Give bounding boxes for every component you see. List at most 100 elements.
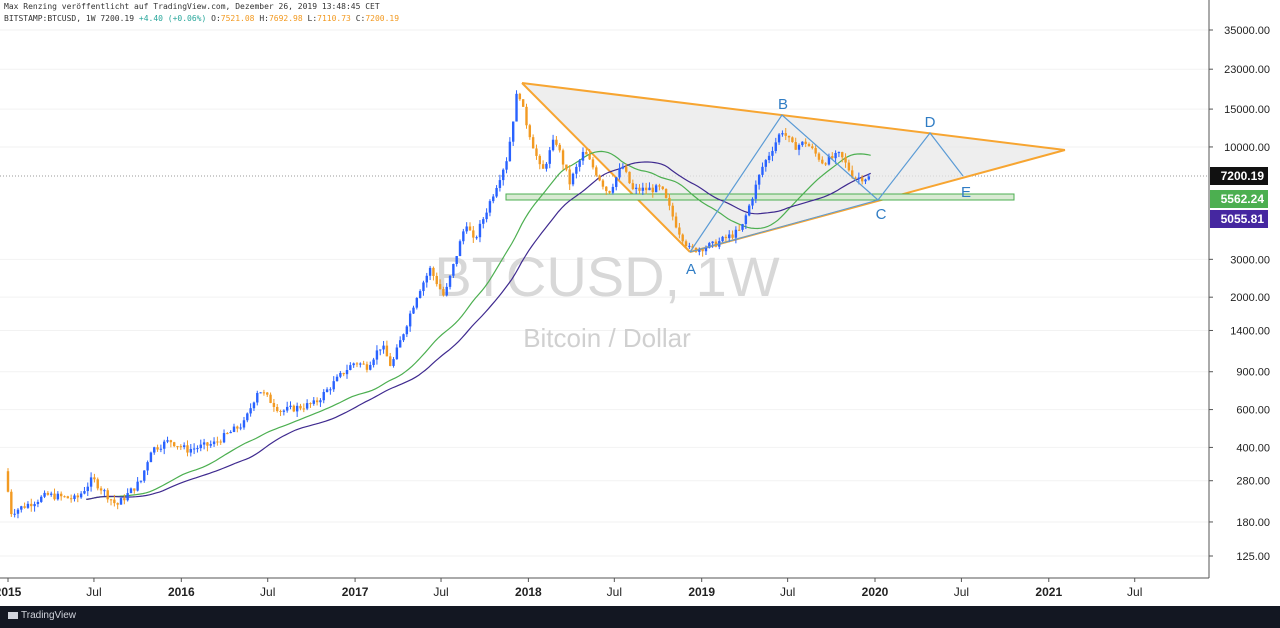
price-tick-label: 3000.00 bbox=[1230, 254, 1270, 266]
candle-body bbox=[804, 141, 807, 144]
candle-body bbox=[831, 156, 834, 159]
price-tag-purple bbox=[1210, 210, 1268, 228]
candle-body bbox=[585, 151, 588, 155]
time-tick-label: 2016 bbox=[168, 585, 195, 599]
candle-body bbox=[525, 106, 528, 126]
candle-body bbox=[398, 340, 402, 348]
triangle-upper-line[interactable] bbox=[521, 82, 1066, 151]
candle-body bbox=[598, 175, 601, 181]
support-zone[interactable] bbox=[505, 193, 1015, 201]
candle-body bbox=[315, 400, 319, 403]
candle-body bbox=[153, 447, 156, 453]
candle-body bbox=[169, 440, 173, 443]
candle-body bbox=[262, 392, 266, 394]
candle-body bbox=[551, 139, 555, 151]
candle-body bbox=[126, 493, 129, 501]
price-chart[interactable]: BTCUSD, 1W Bitcoin / Dollar A B C D E 35000.… bbox=[0, 0, 1280, 606]
candle-body bbox=[362, 363, 365, 365]
candle-body bbox=[571, 173, 575, 185]
pattern-label-c: C bbox=[876, 206, 887, 223]
pattern-label-a: A bbox=[686, 261, 696, 278]
candle-body bbox=[428, 267, 432, 276]
candle-body bbox=[502, 169, 505, 181]
candle-body bbox=[634, 187, 638, 190]
candle-body bbox=[458, 241, 462, 257]
candle-body bbox=[784, 133, 787, 136]
candle-body bbox=[824, 163, 827, 165]
watermark-description: Bitcoin / Dollar bbox=[523, 323, 691, 353]
time-axis[interactable]: 2015 Jul 2016 Jul 2017 Jul 2018 Jul 2019 Jul 2020 J… bbox=[0, 577, 1209, 606]
candle-body bbox=[771, 150, 774, 156]
candle-body bbox=[212, 441, 216, 445]
candle-body bbox=[26, 503, 30, 508]
candle-body bbox=[163, 441, 166, 449]
candle-body bbox=[179, 446, 183, 448]
candle-body bbox=[116, 503, 119, 505]
candle-body bbox=[219, 441, 222, 443]
candle-body bbox=[661, 186, 664, 189]
candle-body bbox=[545, 163, 548, 169]
candles bbox=[6, 90, 871, 519]
candle-body bbox=[704, 247, 708, 252]
candle-body bbox=[482, 219, 485, 224]
price-tick-label: 900.00 bbox=[1236, 367, 1270, 379]
price-axis-bg bbox=[1209, 0, 1280, 606]
time-axis-bg bbox=[0, 578, 1209, 606]
candle-body bbox=[96, 479, 99, 489]
candle-body bbox=[621, 166, 625, 169]
candle-body bbox=[864, 179, 867, 182]
candle-body bbox=[192, 448, 196, 450]
candle-body bbox=[531, 137, 535, 149]
candle-body bbox=[834, 152, 837, 159]
candle-body bbox=[249, 408, 252, 414]
price-tick-label: 600.00 bbox=[1236, 405, 1270, 417]
candle-body bbox=[857, 177, 861, 179]
candle-body bbox=[146, 462, 149, 471]
candle-body bbox=[422, 282, 425, 292]
candle-body bbox=[611, 186, 615, 193]
price-tick-label: 23000.00 bbox=[1224, 64, 1270, 76]
triangle-left-line[interactable] bbox=[521, 82, 691, 253]
candle-body bbox=[548, 150, 551, 164]
candle-body bbox=[302, 408, 306, 410]
candle-body bbox=[345, 370, 349, 375]
candle-body bbox=[814, 148, 817, 154]
candle-body bbox=[678, 227, 681, 235]
candle-body bbox=[402, 334, 405, 341]
candle-body bbox=[538, 155, 541, 165]
tradingview-logo[interactable]: TradingView bbox=[8, 610, 76, 621]
time-tick-label: Jul bbox=[954, 585, 969, 599]
candle-body bbox=[236, 426, 239, 429]
candle-body bbox=[395, 347, 399, 360]
candle-body bbox=[129, 488, 133, 494]
candle-body bbox=[50, 493, 53, 495]
price-tag-last bbox=[1210, 167, 1268, 185]
candle-body bbox=[541, 164, 545, 169]
candle-body bbox=[505, 161, 508, 170]
candle-body bbox=[442, 289, 445, 296]
candle-body bbox=[405, 326, 409, 335]
candle-body bbox=[372, 359, 375, 366]
candle-body bbox=[608, 191, 611, 193]
candle-body bbox=[76, 495, 79, 498]
candle-body bbox=[581, 151, 585, 161]
candle-body bbox=[591, 159, 595, 168]
candle-body bbox=[246, 413, 249, 421]
candle-body bbox=[335, 376, 339, 382]
candle-body bbox=[568, 169, 571, 185]
candle-body bbox=[638, 187, 641, 191]
price-axis[interactable]: 35000.00 23000.00 15000.00 10000.00 3000.00 2… bbox=[1208, 0, 1280, 606]
candle-body bbox=[734, 229, 738, 238]
candle-body bbox=[83, 491, 86, 494]
candle-body bbox=[714, 241, 718, 247]
candle-body bbox=[671, 205, 674, 217]
candle-body bbox=[113, 499, 116, 504]
time-tick-label: Jul bbox=[260, 585, 275, 599]
candle-body bbox=[794, 142, 797, 150]
candle-body bbox=[511, 121, 515, 142]
abcde-pattern[interactable] bbox=[689, 114, 964, 253]
publisher-line: Max Renzing veröffentlicht auf TradingVi… bbox=[4, 2, 380, 11]
candle-body bbox=[521, 99, 525, 107]
candle-body bbox=[352, 363, 355, 366]
candle-body bbox=[119, 498, 123, 505]
